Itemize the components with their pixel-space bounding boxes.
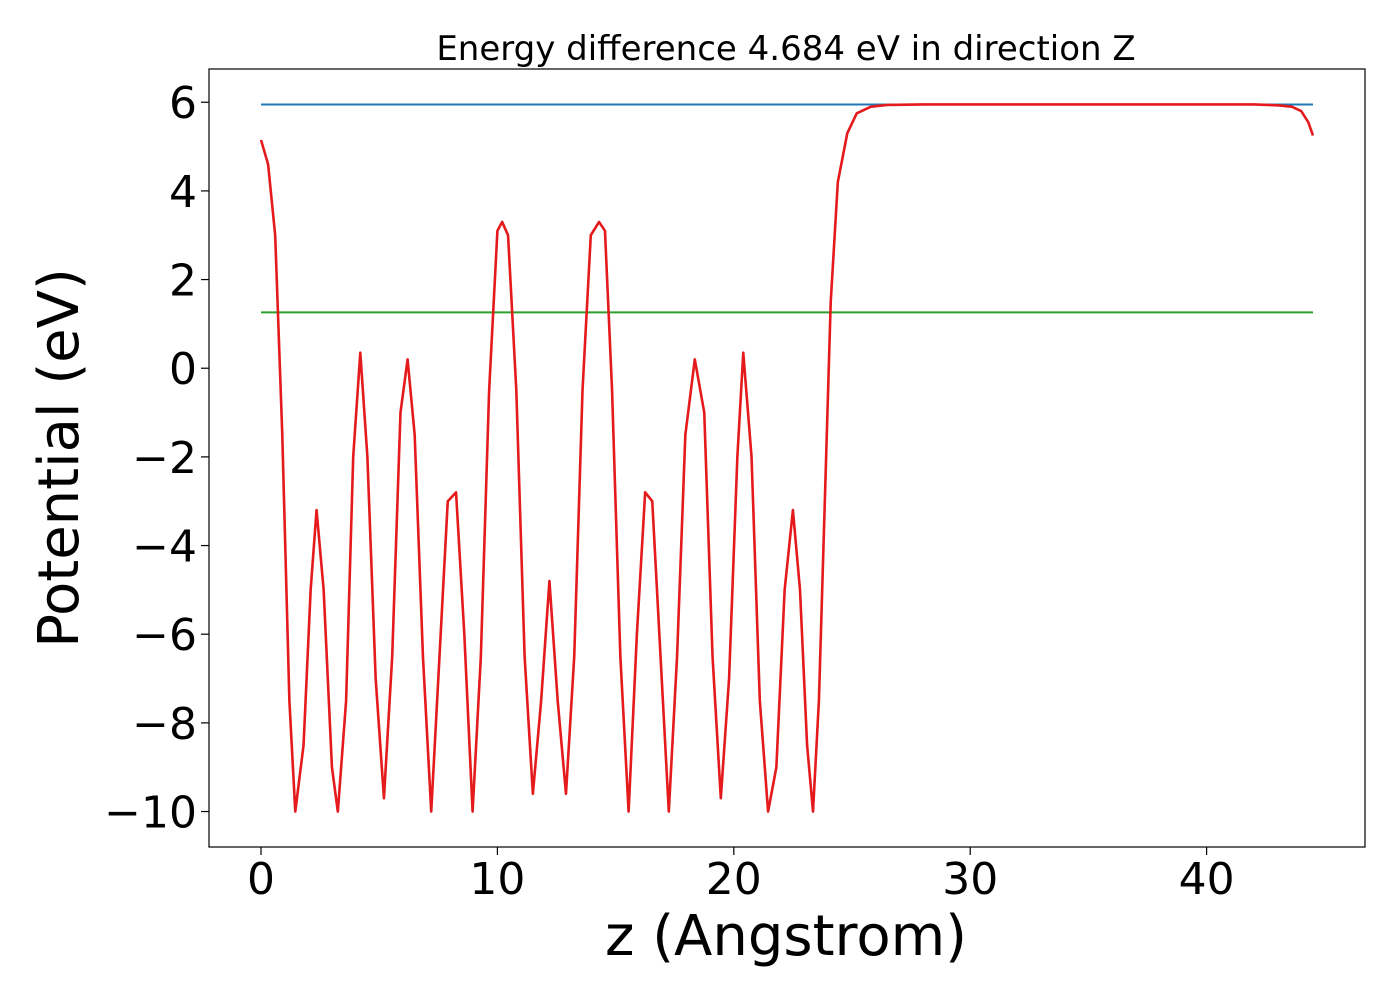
x-axis-label: z (Angstrom) xyxy=(605,904,967,969)
x-tick-label: 0 xyxy=(247,854,275,905)
y-tick-label: −6 xyxy=(132,610,197,661)
plot-area xyxy=(259,103,1315,813)
y-tick-label: −10 xyxy=(104,788,197,839)
y-tick-label: 4 xyxy=(169,167,197,218)
y-tick-label: 6 xyxy=(169,78,197,129)
series-line-2 xyxy=(259,103,1315,813)
chart-title: Energy difference 4.684 eV in direction … xyxy=(436,29,1135,69)
y-axis-label: Potential (eV) xyxy=(27,268,92,648)
x-tick-label: 40 xyxy=(1179,854,1235,905)
y-tick-label: −2 xyxy=(132,433,197,484)
y-tick-label: −4 xyxy=(132,522,197,573)
y-tick-label: 0 xyxy=(169,344,197,395)
y-tick-label: 2 xyxy=(169,256,197,307)
x-tick-label: 10 xyxy=(469,854,525,905)
x-tick-label: 20 xyxy=(706,854,762,905)
plot-frame xyxy=(208,68,1366,848)
y-tick-label: −8 xyxy=(132,699,197,750)
x-tick-label: 30 xyxy=(942,854,998,905)
